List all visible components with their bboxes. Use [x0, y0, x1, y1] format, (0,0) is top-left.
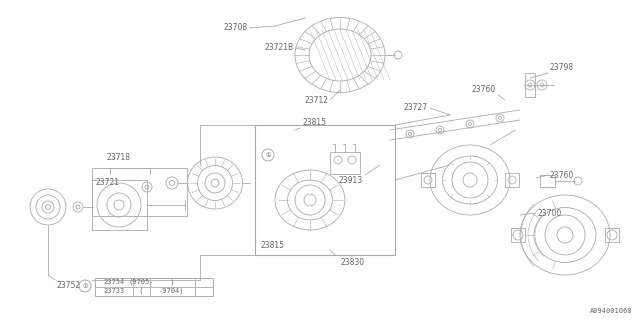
Text: 23760: 23760	[550, 171, 574, 180]
Text: 23913: 23913	[339, 176, 363, 185]
Bar	[511, 228, 525, 242]
Text: -9704): -9704)	[159, 288, 185, 294]
Text: 23700: 23700	[537, 209, 561, 218]
Text: 23754: 23754	[104, 279, 125, 285]
Text: 23815: 23815	[260, 241, 284, 250]
Text: A094001068: A094001068	[589, 308, 632, 314]
Text: 23712: 23712	[304, 95, 328, 105]
Text: 23752: 23752	[56, 281, 80, 290]
Bar	[255, 125, 395, 255]
Text: ①: ①	[265, 153, 271, 157]
Text: 23727: 23727	[404, 102, 428, 111]
Bar	[505, 173, 519, 187]
Text: 23721: 23721	[95, 178, 119, 187]
Bar	[605, 228, 619, 242]
Bar	[95, 278, 213, 296]
Text: 23830: 23830	[340, 258, 364, 267]
Text: 23815: 23815	[302, 118, 326, 127]
Text: ①: ①	[82, 284, 88, 289]
Text: 23718: 23718	[106, 153, 130, 162]
Bar	[92, 180, 147, 230]
Bar	[421, 173, 435, 187]
Bar	[540, 175, 555, 187]
Text: 23760: 23760	[472, 85, 496, 94]
Bar	[92, 168, 187, 216]
Bar	[330, 152, 360, 174]
Text: 23721B: 23721B	[265, 43, 294, 52]
Text: ): )	[171, 279, 173, 285]
Text: (: (	[140, 288, 142, 294]
Text: 23798: 23798	[550, 63, 574, 72]
Text: (9705-: (9705-	[128, 279, 154, 285]
Text: 23708: 23708	[224, 22, 248, 31]
Bar	[525, 73, 535, 97]
Text: 23733: 23733	[104, 288, 125, 294]
